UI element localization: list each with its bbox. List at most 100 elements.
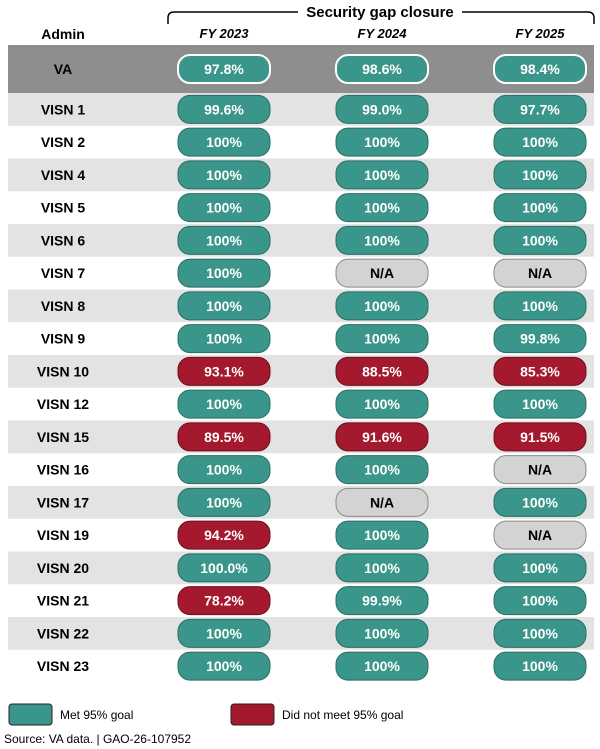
value-pill: [493, 291, 587, 321]
row-label: VISN 2: [41, 134, 86, 150]
value-pill: [493, 455, 587, 485]
column-header-fy2025: FY 2025: [516, 26, 566, 41]
value-label: 100%: [364, 134, 400, 150]
value-label: 100%: [364, 232, 400, 248]
row-header-admin: Admin: [41, 26, 85, 42]
value-pill: [493, 193, 587, 223]
value-label: 100%: [522, 200, 558, 216]
value-pill: [177, 586, 271, 616]
value-label: 99.9%: [362, 593, 402, 609]
value-label: 100%: [364, 625, 400, 641]
value-label: 91.6%: [362, 429, 402, 445]
row-label: VISN 19: [37, 527, 89, 543]
value-label: 100%: [206, 232, 242, 248]
value-pill: [335, 324, 429, 354]
table-row: VISN 5 100% 100% 100%: [41, 193, 587, 223]
value-label: 100%: [364, 462, 400, 478]
value-pill: [335, 225, 429, 255]
value-pill: [493, 651, 587, 681]
table-rows: VA 97.8% 98.6% 98.4%VISN 1 99.6% 99.0% 97.7%VI…: [37, 54, 587, 681]
value-pill: [335, 651, 429, 681]
value-pill: [177, 127, 271, 157]
value-pill: [177, 291, 271, 321]
row-label: VISN 17: [37, 494, 89, 510]
table-row: VISN 4 100% 100% 100%: [41, 160, 587, 190]
table-row: VISN 23 100% 100% 100%: [37, 651, 587, 681]
value-label: 91.5%: [520, 429, 560, 445]
row-label: VISN 22: [37, 625, 89, 641]
value-label: 85.3%: [520, 363, 560, 379]
row-label: VISN 5: [41, 200, 86, 216]
table-row: VISN 19 94.2% 100% N/A: [37, 520, 587, 550]
row-label: VISN 20: [37, 560, 89, 576]
value-label: 94.2%: [204, 527, 244, 543]
value-pill: [493, 258, 587, 288]
value-label: 100%: [206, 331, 242, 347]
table-row: VISN 1 99.6% 99.0% 97.7%: [41, 94, 587, 124]
value-pill: [177, 54, 271, 84]
value-label: 99.6%: [204, 101, 244, 117]
row-label: VISN 9: [41, 331, 86, 347]
column-header-fy2023: FY 2023: [200, 26, 250, 41]
value-label: 100%: [522, 298, 558, 314]
row-label: VISN 8: [41, 298, 86, 314]
value-pill: [493, 94, 587, 124]
value-pill: [335, 94, 429, 124]
value-pill: [335, 520, 429, 550]
legend-swatch-not-met: [230, 703, 275, 726]
table-row: VISN 16 100% 100% N/A: [37, 455, 587, 485]
row-label: VISN 15: [37, 429, 89, 445]
row-label: VISN 16: [37, 462, 89, 478]
column-header-fy2024: FY 2024: [358, 26, 408, 41]
value-label: 100%: [206, 167, 242, 183]
value-label: 97.8%: [204, 61, 244, 77]
row-label: VISN 7: [41, 265, 86, 281]
value-label: 100%: [206, 265, 242, 281]
value-pill: [335, 356, 429, 386]
value-label: 100%: [522, 593, 558, 609]
row-label: VISN 23: [37, 658, 89, 674]
value-label: 100%: [522, 625, 558, 641]
value-label: 100%: [522, 658, 558, 674]
value-label: N/A: [528, 527, 552, 543]
value-pill: [493, 127, 587, 157]
table-row: VISN 17 100% N/A 100%: [37, 487, 587, 517]
value-pill: [177, 225, 271, 255]
value-label: 100%: [522, 232, 558, 248]
legend-label-not-met: Did not meet 95% goal: [282, 708, 403, 722]
column-group-bracket: [167, 11, 595, 24]
value-pill: [177, 487, 271, 517]
value-pill: [493, 553, 587, 583]
column-group-title: Security gap closure: [306, 4, 454, 21]
value-label: 98.4%: [520, 61, 560, 77]
value-label: 100%: [364, 331, 400, 347]
legend-swatch-met: [8, 703, 53, 726]
value-label: 100%: [206, 625, 242, 641]
value-pill: [335, 54, 429, 84]
value-pill: [493, 324, 587, 354]
value-label: 100%: [522, 396, 558, 412]
value-pill: [177, 422, 271, 452]
row-label: VISN 21: [37, 593, 89, 609]
value-pill: [177, 94, 271, 124]
value-pill: [335, 193, 429, 223]
value-pill: [335, 291, 429, 321]
value-pill: [177, 160, 271, 190]
value-label: 100%: [364, 200, 400, 216]
row-label: VA: [54, 61, 72, 77]
value-label: 100%: [364, 658, 400, 674]
value-pill: [335, 389, 429, 419]
value-label: 100%: [206, 494, 242, 510]
legend-label-met: Met 95% goal: [60, 708, 133, 722]
value-pill: [493, 389, 587, 419]
value-label: N/A: [528, 462, 552, 478]
table-row: VISN 15 89.5% 91.6% 91.5%: [37, 422, 587, 452]
value-pill: [177, 618, 271, 648]
value-pill: [177, 651, 271, 681]
value-label: 100%: [364, 560, 400, 576]
value-label: 100%: [364, 396, 400, 412]
value-pill: [177, 324, 271, 354]
value-pill: [493, 225, 587, 255]
value-pill: [493, 160, 587, 190]
